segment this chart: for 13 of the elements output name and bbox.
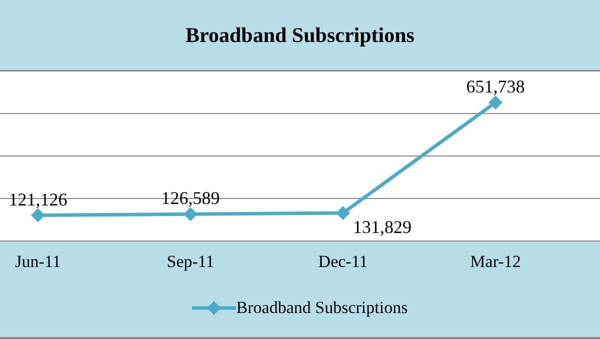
point [31, 208, 45, 222]
x-tick-label: Mar-12 [470, 252, 521, 272]
point [336, 206, 350, 220]
x-tick-label: Sep-11 [166, 252, 214, 272]
data-label: 121,126 [8, 189, 68, 210]
data-label: 131,829 [353, 216, 412, 237]
x-tick-label: Jun-11 [15, 252, 61, 272]
data-label: 651,738 [466, 76, 525, 97]
legend-label: Broadband Subscriptions [236, 298, 408, 318]
x-tick-label: Dec-11 [318, 252, 368, 272]
data-label: 126,589 [161, 188, 220, 208]
point [488, 96, 502, 110]
point [184, 207, 198, 222]
